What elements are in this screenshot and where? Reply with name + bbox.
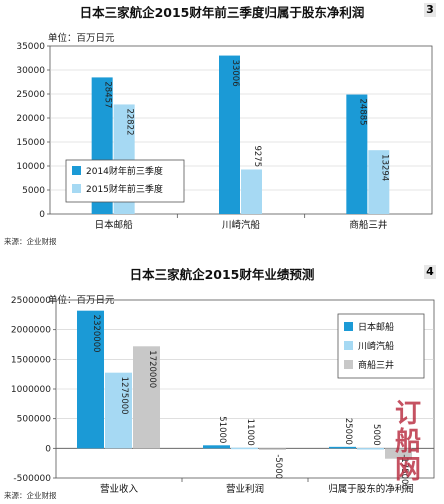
- data-label: 28457: [103, 81, 113, 108]
- data-label: 9275: [252, 145, 262, 167]
- data-label: 13294: [379, 154, 389, 181]
- data-label: 11000: [245, 419, 255, 446]
- data-label: 24885: [357, 99, 367, 126]
- legend-swatch: [72, 184, 81, 193]
- bar: [231, 447, 258, 450]
- unit-label: 单位：百万日元: [48, 33, 115, 44]
- data-label: 51000: [217, 416, 227, 443]
- bar: [77, 310, 104, 449]
- y-tick-label: 0: [39, 210, 45, 220]
- chart-title: 日本三家航企2015财年前三季度归属于股东净利润: [79, 5, 365, 20]
- y-tick-label: 25000: [16, 90, 45, 100]
- y-tick-label: 2500000: [11, 296, 51, 306]
- legend-swatch: [344, 322, 353, 331]
- y-tick-label: 0: [45, 444, 51, 454]
- chart-2-svg: -500000 0 500000 1000000 1500000 2000000 25000…: [11, 296, 435, 495]
- legend-box: [65, 159, 185, 203]
- x-category-label: 川崎汽船: [222, 219, 261, 231]
- data-label: 33006: [230, 60, 240, 87]
- data-label: 1275000: [119, 377, 129, 415]
- watermark-logo: 订船网: [394, 399, 421, 485]
- chart-panel-2: 日本三家航企2015财年业绩预测 4 单位：百万日元 -500000 0 50000…: [0, 262, 444, 504]
- data-label: 22822: [125, 108, 135, 135]
- legend-swatch: [344, 360, 353, 369]
- y-tick-label: 35000: [16, 42, 45, 52]
- bar: [241, 169, 262, 214]
- x-category-label: 归属于股东的净利润: [328, 483, 414, 495]
- chart-title: 日本三家航企2015财年业绩预测: [129, 267, 315, 282]
- legend-swatch: [344, 341, 353, 350]
- y-tick-label: 5000: [22, 186, 45, 196]
- data-label: 1720000: [147, 350, 157, 388]
- y-tick-label: 15000: [16, 138, 45, 148]
- bar: [357, 448, 384, 450]
- figure-number-badge: 4: [424, 265, 436, 279]
- y-tick-label: 30000: [16, 66, 45, 76]
- data-label: 2320000: [91, 315, 101, 353]
- legend-swatch: [72, 166, 81, 175]
- x-category-label: 商船三井: [349, 219, 387, 231]
- y-tick-label: 20000: [16, 114, 45, 124]
- bar: [133, 346, 160, 449]
- x-category-label: 日本邮船: [95, 219, 134, 231]
- data-label: -5000: [273, 454, 283, 479]
- x-category-label: 营业利润: [226, 483, 264, 495]
- bar: [385, 448, 412, 459]
- source-note: 来源：企业财报: [4, 237, 57, 246]
- legend-entry: 商船三井: [358, 359, 394, 371]
- legend-entry: 2015财年前三季度: [86, 183, 163, 195]
- bar: [203, 445, 230, 449]
- legend-entry: 2014财年前三季度: [86, 165, 163, 177]
- data-label: 5000: [371, 424, 381, 446]
- bar: [368, 150, 390, 214]
- data-label: -175000: [399, 454, 409, 490]
- y-tick-label: 2000000: [11, 326, 51, 336]
- legend-entry: 日本邮船: [358, 321, 394, 333]
- y-tick-label: 10000: [16, 162, 45, 172]
- y-tick-label: -500000: [13, 474, 51, 484]
- y-tick-label: 1000000: [11, 385, 51, 395]
- y-tick-label: 1500000: [11, 355, 51, 365]
- chart-panel-1: 日本三家航企2015财年前三季度归属于股东净利润 3 单位：百万日元 0 5000…: [0, 0, 444, 250]
- bar: [259, 448, 286, 450]
- chart-1-svg: 0 5000 10000 15000 20000 25000 30000 35000 日本邮船 2…: [16, 42, 433, 231]
- source-note: 来源：企业财报: [4, 491, 57, 500]
- figure-number-badge: 3: [424, 3, 436, 17]
- bar: [219, 55, 240, 215]
- bar: [329, 446, 356, 449]
- legend-entry: 川崎汽船: [358, 340, 394, 352]
- unit-label: 单位：百万日元: [48, 295, 115, 306]
- data-label: 25000: [343, 418, 353, 445]
- x-category-label: 营业收入: [100, 483, 139, 495]
- bar: [346, 94, 368, 214]
- y-tick-label: 500000: [17, 415, 52, 425]
- bar: [105, 372, 132, 449]
